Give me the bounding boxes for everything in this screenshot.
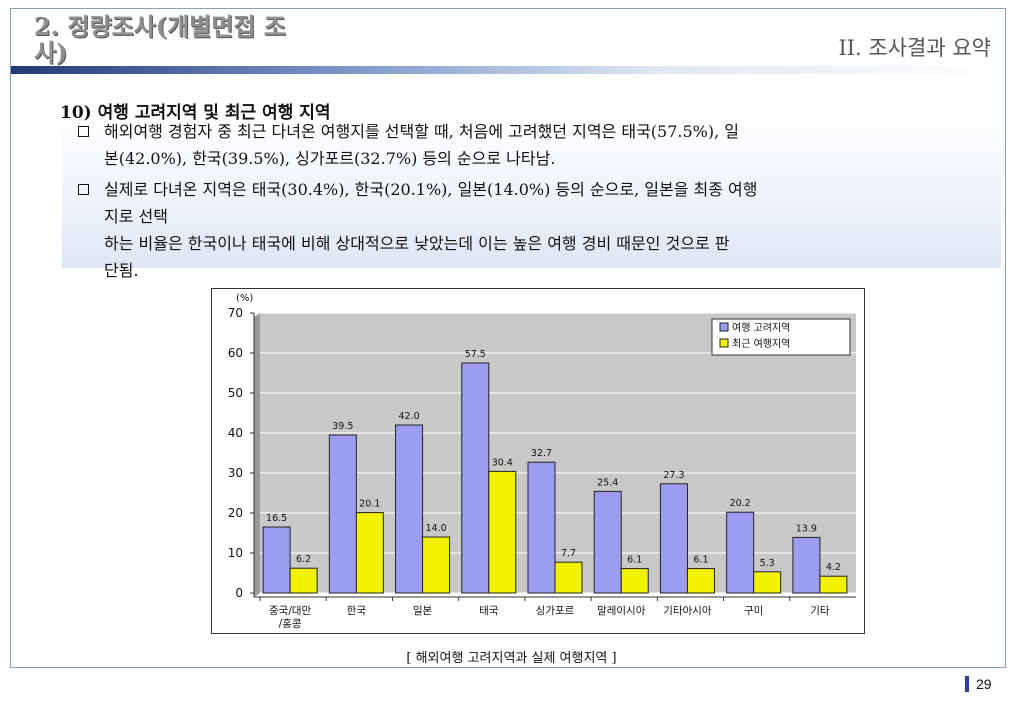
y-tick-label: 50: [228, 386, 243, 400]
page-marker: [965, 676, 969, 692]
bar: [792, 536, 821, 594]
bar: [593, 490, 622, 594]
bar: [395, 424, 424, 594]
legend-label: 최근 여행지역: [732, 338, 790, 350]
checkbox-bullet-icon: [78, 126, 89, 137]
chapter-title: II. 조사결과 요약: [838, 36, 991, 60]
data-label: 6.1: [627, 555, 642, 566]
y-tick-label: 30: [228, 466, 243, 480]
y-unit-label: (%): [236, 293, 253, 304]
bullet-line: 단됨.: [104, 261, 139, 280]
bar: [527, 461, 556, 594]
bullet-line: 지로 선택: [104, 207, 168, 226]
bar: [620, 568, 649, 594]
bar: [461, 362, 490, 594]
legend-swatch: [719, 338, 729, 348]
y-tick-label: 40: [228, 426, 243, 440]
bar: [289, 567, 318, 594]
summary-box: [62, 115, 1001, 268]
section-title: 2. 정량조사(개별면접 조사): [34, 12, 286, 67]
y-tick-label: 10: [228, 546, 243, 560]
legend-label: 여행 고려지역: [732, 322, 790, 334]
x-tick-label: 일본: [413, 604, 433, 617]
x-tick-label: /홍콩: [279, 617, 302, 630]
x-tick-label: 중국/대만: [269, 605, 312, 617]
bar: [355, 512, 384, 594]
data-label: 14.0: [425, 523, 446, 534]
bar: [488, 470, 517, 594]
chart-container: 0 10 20 30 40 50 60 70 (%) 16.5 6.2 중국/대만/홍콩 39.5 20.…: [211, 288, 865, 634]
data-label: 57.5: [465, 349, 486, 360]
bar: [262, 526, 291, 594]
subheading: 10) 여행 고려지역 및 최근 여행 지역: [60, 103, 331, 123]
bar: [659, 483, 688, 594]
bullet-text: 실제로 다녀온 지역은 태국(30.4%), 한국(20.1%), 일본(14.…: [104, 176, 1002, 284]
bullet-line: 해외여행 경험자 중 최근 다녀온 여행지를 선택할 때, 처음에 고려했던 지…: [104, 122, 739, 141]
header-gradient-bar: [11, 66, 1005, 74]
data-label: 27.3: [663, 470, 684, 481]
bar: [753, 571, 782, 594]
y-tick-label: 20: [228, 506, 243, 520]
plot-side-wall: [254, 313, 260, 597]
bar: [422, 536, 451, 594]
data-label: 16.5: [266, 513, 287, 524]
bullet-line: 실제로 다녀온 지역은 태국(30.4%), 한국(20.1%), 일본(14.…: [104, 180, 758, 199]
bullet-line: 본(42.0%), 한국(39.5%), 싱가포르(32.7%) 등의 순으로 …: [104, 149, 556, 168]
bar: [819, 575, 848, 594]
bar: [328, 434, 357, 594]
x-tick-label: 싱가포르: [536, 605, 575, 617]
legend-swatch: [719, 322, 729, 332]
data-label: 39.5: [332, 421, 353, 432]
data-label: 42.0: [398, 411, 419, 422]
data-label: 13.9: [796, 523, 817, 534]
bar: [686, 568, 715, 594]
data-label: 4.2: [826, 562, 841, 573]
x-tick-label: 태국: [479, 605, 499, 617]
slide-frame: [10, 8, 1006, 668]
data-label: 7.7: [561, 548, 576, 559]
y-tick-label: 70: [228, 306, 243, 320]
data-label: 25.4: [597, 477, 618, 488]
bar: [554, 561, 583, 594]
x-tick-label: 기타: [810, 605, 830, 617]
data-label: 6.2: [296, 554, 311, 565]
x-tick-label: 말레이시아: [597, 605, 646, 617]
data-label: 5.3: [760, 558, 775, 569]
chart-caption: [ 해외여행 고려지역과 실제 여행지역 ]: [406, 651, 617, 666]
bar-chart: 0 10 20 30 40 50 60 70 (%) 16.5 6.2 중국/대만/홍콩 39.5 20.…: [228, 293, 856, 630]
x-tick-label: 기타아시아: [663, 605, 712, 617]
data-label: 6.1: [693, 555, 708, 566]
data-label: 32.7: [531, 448, 552, 459]
data-label: 30.4: [492, 457, 513, 468]
bar: [726, 511, 755, 594]
page-number: 29: [976, 676, 992, 692]
checkbox-bullet-icon: [78, 184, 89, 195]
y-tick-label: 60: [228, 346, 243, 360]
y-tick-label: 0: [235, 586, 243, 600]
x-tick-label: 구미: [744, 605, 763, 617]
bullet-line: 하는 비율은 한국이나 태국에 비해 상대적으로 낮았는데 이는 높은 여행 경…: [104, 234, 730, 253]
legend-box: [711, 318, 851, 356]
data-label: 20.1: [359, 499, 380, 510]
data-label: 20.2: [730, 498, 751, 509]
bullet-text: 해외여행 경험자 중 최근 다녀온 여행지를 선택할 때, 처음에 고려했던 지…: [104, 118, 1002, 172]
x-tick-label: 한국: [347, 605, 367, 617]
